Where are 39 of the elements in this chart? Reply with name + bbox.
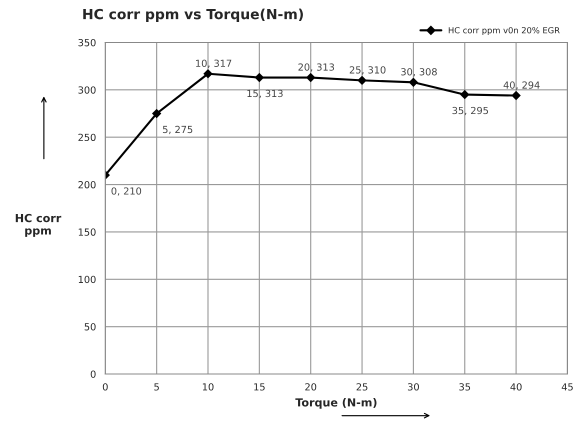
data-label: 10, 317: [196, 60, 232, 68]
y-tick-label: 250: [78, 134, 96, 142]
x-tick-label: 30: [408, 383, 419, 391]
x-axis-title: Torque (N-m): [295, 398, 376, 409]
data-label: 40, 294: [504, 81, 540, 90]
x-tick-label: 15: [254, 383, 265, 391]
point: [152, 109, 162, 118]
y-tick-label: 100: [78, 276, 96, 284]
data-label: 35, 295: [452, 106, 488, 116]
x-tick-label: 45: [562, 383, 573, 391]
data-label: 5, 275: [162, 126, 192, 134]
legend-label: HC corr ppm v0n 20% EGR: [448, 27, 560, 35]
y-tick-label: 150: [78, 228, 96, 236]
x-tick-label: 40: [510, 383, 522, 391]
point: [408, 78, 418, 87]
point: [306, 73, 316, 82]
x-tick-label: 20: [305, 383, 316, 391]
data-label: 25, 310: [350, 66, 386, 75]
point: [204, 69, 212, 78]
point: [512, 91, 521, 100]
chart-title: HC corr ppm vs Torque(N-m): [83, 8, 303, 22]
x-tick-label: 10: [202, 383, 214, 391]
y-tick-label: 350: [78, 38, 96, 46]
y-tick-label: 50: [84, 323, 96, 330]
point: [254, 73, 264, 82]
data-label: 0, 210: [111, 187, 142, 196]
x-tick-label: 35: [459, 383, 470, 391]
x-tick-label: 5: [154, 383, 159, 391]
data-label: 20, 313: [298, 63, 334, 72]
data-label: 30, 308: [401, 68, 437, 76]
data-label: 15, 313: [247, 90, 283, 98]
x-tick-label: 25: [356, 383, 368, 391]
x-tick-label: 0: [102, 383, 108, 391]
y-axis-title: HC corr ppm: [16, 214, 62, 237]
y-tick-label: 300: [78, 86, 96, 94]
y-tick-label: 0: [90, 370, 96, 378]
point: [358, 76, 366, 85]
y-tick-label: 200: [78, 181, 96, 188]
point: [460, 90, 470, 100]
